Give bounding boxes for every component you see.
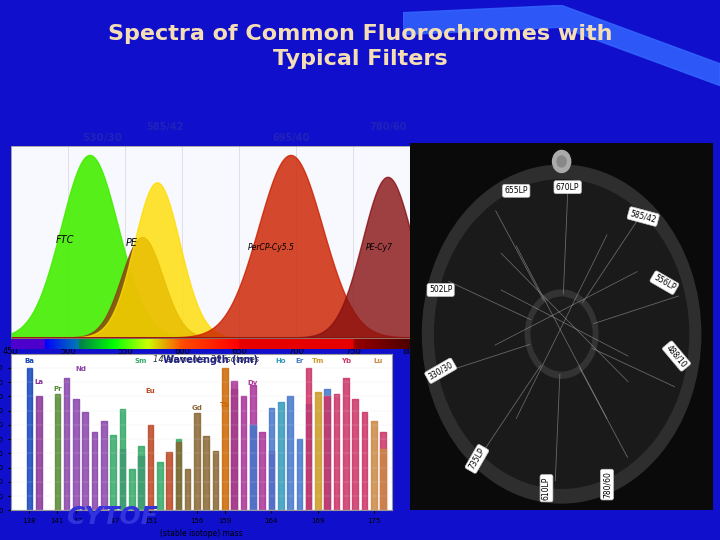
Text: Yb: Yb xyxy=(341,357,351,363)
Text: Gd: Gd xyxy=(192,404,202,410)
Text: Sm: Sm xyxy=(135,357,148,363)
Circle shape xyxy=(526,290,598,378)
Text: Ba: Ba xyxy=(24,357,35,363)
Text: PE: PE xyxy=(126,238,138,248)
Text: 780/60: 780/60 xyxy=(369,122,406,132)
Text: 488/10: 488/10 xyxy=(665,343,688,369)
Text: CYTOF: CYTOF xyxy=(66,505,158,529)
Text: Eu: Eu xyxy=(145,388,156,394)
X-axis label: (stable isotope) mass: (stable isotope) mass xyxy=(161,530,243,538)
Text: La: La xyxy=(35,379,43,385)
Text: 502LP: 502LP xyxy=(429,286,452,294)
Circle shape xyxy=(435,180,688,488)
Text: 330/30: 330/30 xyxy=(427,360,454,381)
Text: 670LP: 670LP xyxy=(556,183,580,192)
Text: 695/40: 695/40 xyxy=(272,133,309,143)
Text: Er: Er xyxy=(295,357,303,363)
Circle shape xyxy=(531,298,592,371)
Text: 780/60: 780/60 xyxy=(603,471,611,498)
Text: 655LP: 655LP xyxy=(505,186,528,195)
Circle shape xyxy=(423,165,701,503)
Text: Nd: Nd xyxy=(75,366,86,372)
Text: PE-Cy7: PE-Cy7 xyxy=(366,243,393,252)
Circle shape xyxy=(557,156,566,167)
Circle shape xyxy=(531,298,592,371)
Text: Spectra of Common Fluorochromes with
Typical Filters: Spectra of Common Fluorochromes with Typ… xyxy=(108,24,612,69)
Text: 556LP: 556LP xyxy=(652,273,677,292)
Text: Pr: Pr xyxy=(53,386,62,392)
Text: Wavelength (nm): Wavelength (nm) xyxy=(163,355,258,365)
Text: 735LP: 735LP xyxy=(467,447,487,471)
Text: 585/42: 585/42 xyxy=(146,122,184,132)
Text: 14 elements: 30 isotopes: 14 elements: 30 isotopes xyxy=(153,355,259,363)
Text: 585/42: 585/42 xyxy=(629,209,657,224)
Text: Ho: Ho xyxy=(276,357,286,363)
Text: Tm: Tm xyxy=(312,357,324,363)
Polygon shape xyxy=(403,5,720,85)
Circle shape xyxy=(552,151,571,172)
Text: PerCP-Cy5.5: PerCP-Cy5.5 xyxy=(248,243,294,252)
Text: FTC: FTC xyxy=(55,234,73,245)
Text: Dy: Dy xyxy=(248,381,258,387)
Text: Lu: Lu xyxy=(374,357,383,363)
Text: 610LP: 610LP xyxy=(542,477,551,500)
Text: 530/30: 530/30 xyxy=(82,133,122,143)
Text: Tb: Tb xyxy=(220,402,230,408)
